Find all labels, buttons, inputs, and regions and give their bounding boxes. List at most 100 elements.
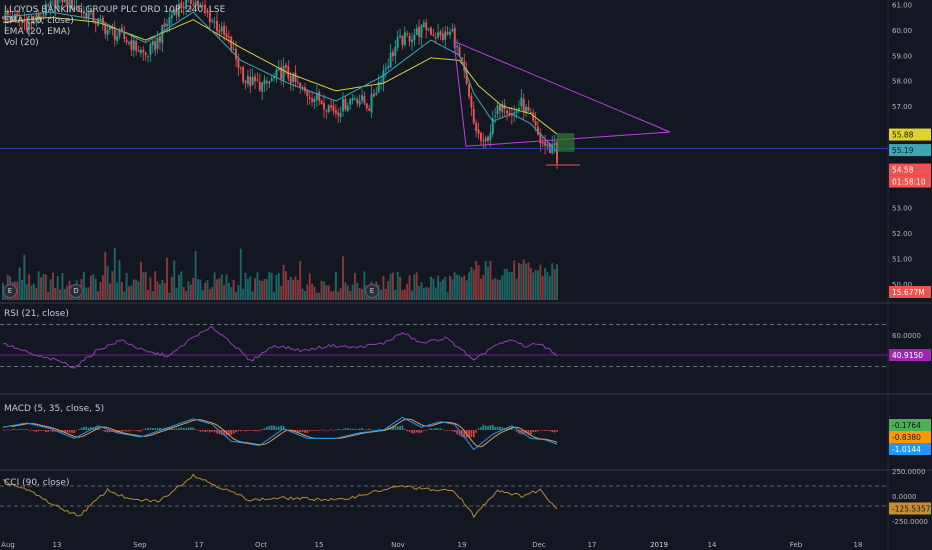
macd-hist-bar: [185, 427, 187, 430]
volume-bar: [496, 279, 499, 300]
macd-hist-bar: [52, 430, 54, 432]
macd-hist-bar: [330, 429, 332, 431]
cci-legend[interactable]: CCI (90, close): [4, 478, 70, 488]
macd-hist-bar: [449, 430, 451, 431]
price-tick-label: 52.00: [892, 230, 912, 238]
candle-body: [539, 133, 542, 144]
volume-bar: [116, 282, 119, 300]
volume-legend[interactable]: Vol (20): [4, 38, 39, 48]
volume-bar: [353, 272, 356, 300]
candle-body: [403, 32, 406, 46]
volume-bar: [90, 275, 92, 300]
price-tick-label: 50.00: [892, 281, 912, 289]
earnings-event-marker[interactable]: E: [3, 284, 17, 298]
candle-body: [80, 11, 83, 13]
volume-bar: [491, 279, 494, 300]
macd-hist-bar: [140, 430, 142, 432]
macd-hist-bar: [301, 430, 304, 433]
macd-hist-bar: [206, 430, 209, 432]
volume-bar: [18, 267, 21, 300]
time-tick-label: 14: [708, 541, 717, 549]
time-tick-label: 17: [588, 541, 597, 549]
macd-hist-bar: [403, 429, 406, 430]
volume-bar: [506, 269, 509, 300]
volume-bar: [327, 285, 330, 300]
volume-bar: [249, 276, 252, 300]
volume-bar: [301, 288, 304, 300]
time-tick-label: Aug: [1, 541, 15, 549]
macd-hist-bar: [451, 430, 454, 432]
candle-body: [106, 29, 109, 35]
candle-body: [453, 27, 456, 48]
ema20-legend[interactable]: EMA (20, EMA): [4, 27, 71, 37]
candle-body: [118, 29, 121, 37]
macd-hist-bar: [270, 425, 273, 430]
macd-hist-bar: [346, 428, 349, 430]
time-tick-label: Sep: [133, 541, 147, 549]
candle-body: [411, 39, 413, 43]
volume-bar: [503, 269, 506, 300]
ema10-legend[interactable]: EMA (10, close): [4, 16, 74, 26]
candle-body: [185, 0, 188, 9]
candle-body: [201, 5, 204, 7]
volume-bar: [453, 272, 456, 300]
macd-hist-bar: [470, 430, 473, 438]
macd-legend[interactable]: MACD (5, 35, close, 5): [4, 404, 105, 414]
macd-hist-bar: [14, 429, 16, 430]
volume-last-tag: 15.677M: [892, 288, 925, 297]
volume-bar: [251, 291, 254, 300]
candle-body: [275, 69, 278, 77]
volume-bar: [396, 271, 399, 300]
macd-hist-bar: [368, 428, 370, 430]
candle-body: [90, 10, 92, 13]
candle-body: [318, 91, 321, 101]
candle-body: [301, 86, 304, 88]
bar-countdown-tag-bg: [889, 175, 931, 188]
time-tick-label: 2019: [650, 541, 668, 549]
candle-body: [363, 96, 366, 104]
macd-hist-bar: [254, 430, 256, 432]
candle-body: [391, 51, 394, 57]
volume-bar: [544, 267, 547, 300]
macd-hist-bar: [358, 428, 361, 430]
macd-hist-bar: [99, 429, 102, 430]
volume-bar: [85, 287, 88, 300]
time-tick-label: 18: [854, 541, 863, 549]
volume-bar: [349, 290, 352, 300]
earnings-event-marker[interactable]: E: [365, 284, 379, 298]
macd-hist-bar: [506, 427, 508, 430]
volume-bar: [299, 261, 302, 300]
volume-bar: [32, 283, 35, 300]
last-price-tag: 54.58: [892, 166, 914, 175]
symbol-title[interactable]: LLOYDS BANKING GROUP PLC ORD 10P, 240, L…: [4, 5, 226, 15]
candle-body: [394, 46, 397, 56]
macd-hist-bar: [23, 429, 26, 431]
macd-hist-bar: [456, 430, 458, 435]
candle-body: [16, 13, 19, 17]
macd-hist-bar: [277, 426, 280, 430]
macd-hist-bar: [396, 426, 399, 430]
dividend-event-marker[interactable]: D: [69, 284, 83, 298]
macd-hist-bar: [180, 427, 183, 430]
volume-bar: [16, 281, 19, 300]
volume-bar: [56, 276, 59, 300]
volume-bar: [311, 283, 314, 300]
candle-body: [506, 110, 509, 114]
macd-hist-bar: [118, 430, 121, 433]
macd-hist-bar: [132, 430, 135, 431]
price-tick-label: 58.00: [892, 78, 912, 86]
macd-hist-bar: [21, 428, 23, 430]
rsi-legend[interactable]: RSI (21, close): [4, 309, 69, 319]
candle-body: [534, 120, 537, 126]
volume-bar: [211, 287, 214, 300]
macd-hist-bar: [513, 429, 516, 431]
volume-bar: [484, 261, 487, 300]
volume-bar: [361, 289, 363, 300]
candle-body: [246, 76, 249, 85]
macd-hist-bar: [442, 429, 444, 430]
macd-hist-bar: [292, 430, 294, 434]
macd-hist-bar: [482, 424, 485, 430]
candle-body: [173, 10, 176, 16]
volume-bar: [408, 275, 411, 300]
